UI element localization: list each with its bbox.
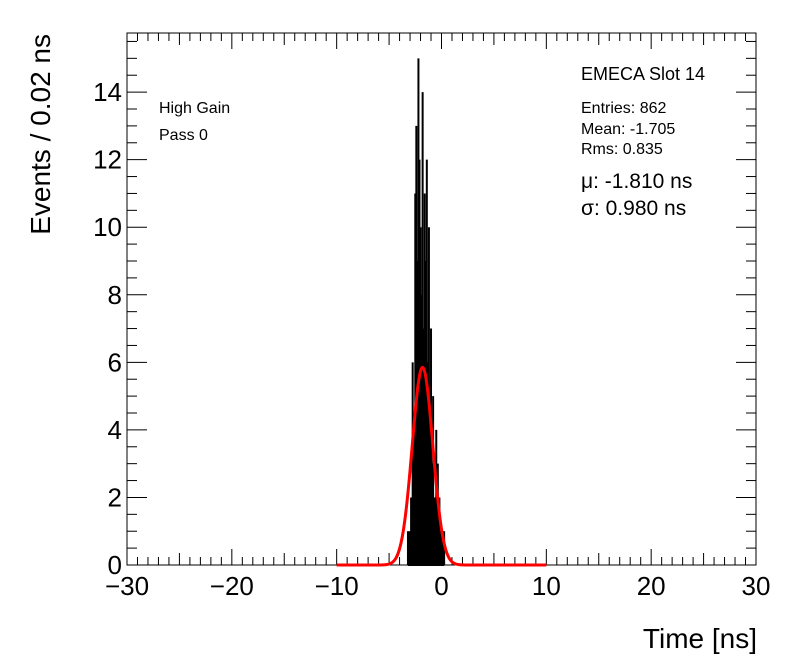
y-tick-label: 2 [108,482,122,512]
y-tick-label: 0 [108,550,122,580]
fit-curve-path [336,365,547,567]
gain-label: High Gain [159,100,230,117]
stats-mean: Mean: -1.705 [581,121,675,138]
x-tick-label: −20 [210,571,254,601]
stats-entries: Entries: 862 [581,100,666,117]
x-tick-label: 20 [637,571,666,601]
axis-ticks [126,33,757,566]
fit-mu: μ: -1.810 ns [581,170,692,193]
x-tick-labels: −30 −20 −10 0 10 20 30 [105,571,771,601]
x-tick-label: 10 [532,571,561,601]
y-tick-label: 8 [108,280,122,310]
x-tick-label: −30 [105,571,149,601]
y-tick-label: 12 [93,145,122,175]
x-tick-label: 0 [434,571,448,601]
gaussian-fit-curve [336,365,547,567]
stats-title: EMECA Slot 14 [581,64,705,84]
x-tick-label: −10 [315,571,359,601]
y-tick-label: 6 [108,347,122,377]
y-tick-label: 14 [93,77,122,107]
x-tick-label: 30 [742,571,771,601]
y-axis-title: Events / 0.02 ns [25,34,56,235]
y-tick-label: 4 [108,415,122,445]
y-tick-label: 10 [93,212,122,242]
y-tick-labels: 0 2 4 6 8 10 12 14 [93,77,122,580]
fit-sigma: σ: 0.980 ns [581,197,686,220]
pass-label: Pass 0 [159,127,208,144]
stats-rms: Rms: 0.835 [581,141,663,158]
histogram-series [406,58,446,566]
x-axis-title: Time [ns] [643,623,757,654]
